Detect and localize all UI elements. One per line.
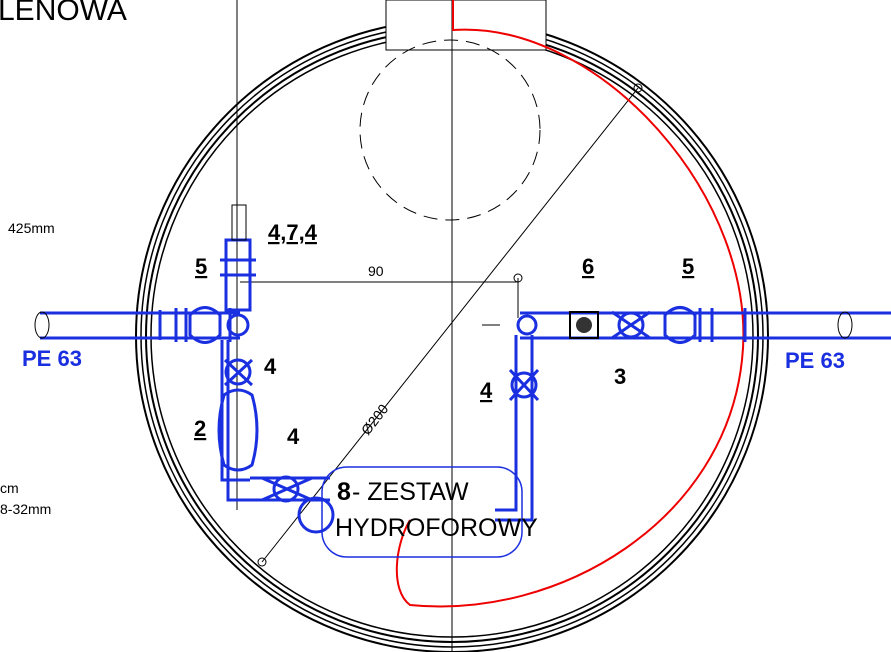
position-label: 3 — [614, 364, 626, 389]
position-label: 2 — [194, 416, 206, 441]
set-label: - ZESTAW — [352, 478, 469, 506]
position-label: 4 — [287, 424, 300, 449]
dimension-label: 90 — [368, 263, 384, 279]
diameter-label: Ø200 — [358, 401, 392, 438]
position-label: 4 — [264, 354, 277, 379]
position-label: 8 — [337, 478, 351, 506]
pipe-label: PE 63 — [22, 346, 82, 371]
pipe-label: PE 63 — [785, 348, 845, 373]
title: LENOWA — [0, 0, 127, 27]
pipe-right — [495, 308, 891, 521]
position-label: 4,7,4 — [268, 220, 318, 245]
set-label: HYDROFOROWY — [335, 514, 538, 542]
drawing: LENOWA 425mm cm 8-32mm 5 4,7,4 90 6 5 PE… — [0, 0, 891, 652]
note: 8-32mm — [0, 501, 51, 517]
note: cm — [0, 480, 19, 496]
position-label: 4 — [480, 378, 493, 403]
position-label: 6 — [582, 254, 594, 279]
note: 425mm — [8, 220, 55, 236]
position-label: 5 — [682, 254, 694, 279]
manhole — [360, 0, 546, 220]
position-label: 5 — [195, 254, 207, 279]
